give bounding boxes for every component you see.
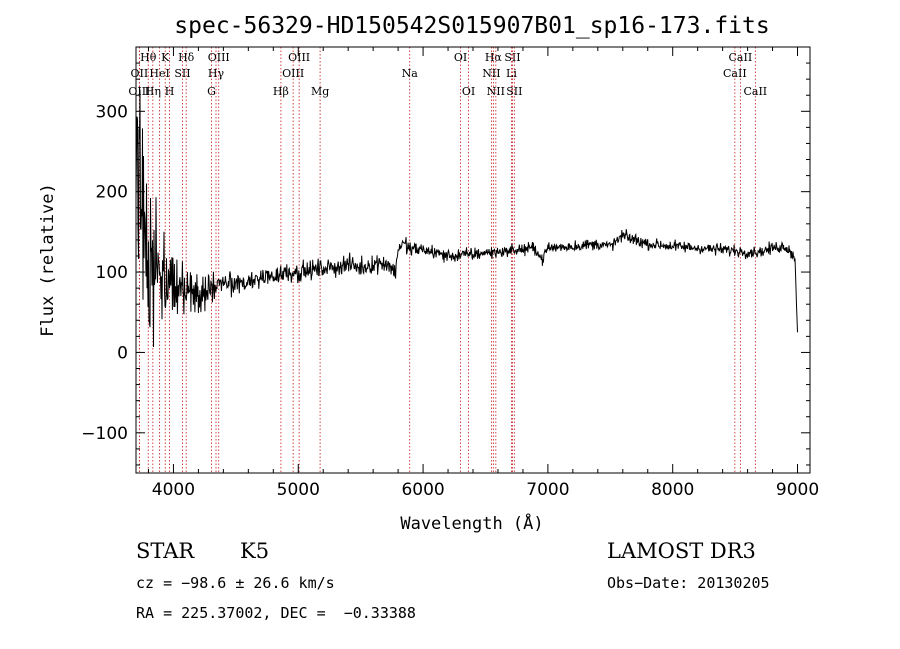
spectral-line-label: CaII — [729, 51, 753, 64]
x-tick-label: 6000 — [401, 480, 444, 500]
spectral-line-label: Na — [402, 67, 419, 80]
axis-ticks: 4000 5000 6000 7000 8000 9000 −100 0 100 200 300 — [81, 47, 819, 500]
y-tick-label: −100 — [81, 424, 128, 444]
spectral-line-label: OI — [462, 85, 475, 98]
spectral-line-label: Hδ — [178, 51, 195, 64]
spectral-line-label: SII — [504, 51, 520, 64]
y-axis-label: Flux (relative) — [38, 183, 58, 337]
x-axis-label: Wavelength (Å) — [400, 512, 543, 534]
y-tick-label: 0 — [117, 343, 128, 363]
spectral-line-label: SII — [174, 67, 190, 80]
x-tick-label: 8000 — [651, 480, 694, 500]
spectral-line-label: Hη — [145, 85, 161, 98]
chart-title: spec-56329-HD150542S015907B01_sp16-173.f… — [174, 13, 769, 39]
y-tick-label: 100 — [96, 263, 128, 283]
spectral-line-label: H — [165, 85, 175, 98]
spectral-line-label: Hα — [485, 51, 503, 64]
spectral-line-label: OI — [454, 51, 467, 64]
spectral-line-label: CaII — [723, 67, 747, 80]
spectral-line-label: OIII — [208, 51, 230, 64]
object-subclass: K5 — [240, 539, 270, 563]
spectral-line-label: OIII — [288, 51, 310, 64]
spectral-line-markers: Hθ OII OIII K HeI Hη H Hδ SII OIII Hγ G OIII OIII Hβ Mg… — [128, 47, 767, 473]
observation-date: Obs−Date: 20130205 — [607, 574, 770, 592]
x-tick-label: 9000 — [776, 480, 819, 500]
spectrum-series — [135, 89, 798, 348]
spectral-line-label: NII — [487, 85, 505, 98]
spectral-line-label: Hγ — [208, 67, 225, 80]
spectral-line-label: NII — [482, 67, 500, 80]
coordinates-text: RA = 225.37002, DEC = −0.33388 — [136, 604, 416, 622]
spectral-line-label: K — [161, 51, 170, 64]
x-tick-label: 5000 — [277, 480, 320, 500]
x-tick-label: 7000 — [526, 480, 569, 500]
spectral-line-label: CaII — [743, 85, 767, 98]
plot-frame — [135, 46, 811, 474]
x-tick-label: 4000 — [152, 480, 195, 500]
spectrum-line — [135, 89, 798, 348]
spectral-line-label: SII — [506, 85, 522, 98]
spectral-line-label: OII — [131, 67, 149, 80]
spectral-line-label: G — [207, 85, 216, 98]
spectral-line-label: OIII — [128, 85, 150, 98]
survey-name: LAMOST DR3 — [607, 539, 756, 563]
spectral-line-label: HeI — [149, 67, 169, 80]
y-tick-label: 200 — [96, 183, 128, 203]
redshift-text: cz = −98.6 ± 26.6 km/s — [136, 574, 335, 592]
spectral-line-label: Li — [506, 67, 517, 80]
y-tick-label: 300 — [96, 102, 128, 122]
spectral-line-label: Mg — [311, 85, 329, 98]
spectral-line-label: Hβ — [273, 85, 289, 98]
object-class: STAR — [136, 539, 195, 563]
spectral-line-label: OIII — [282, 67, 304, 80]
spectral-line-label: Hθ — [140, 51, 157, 64]
